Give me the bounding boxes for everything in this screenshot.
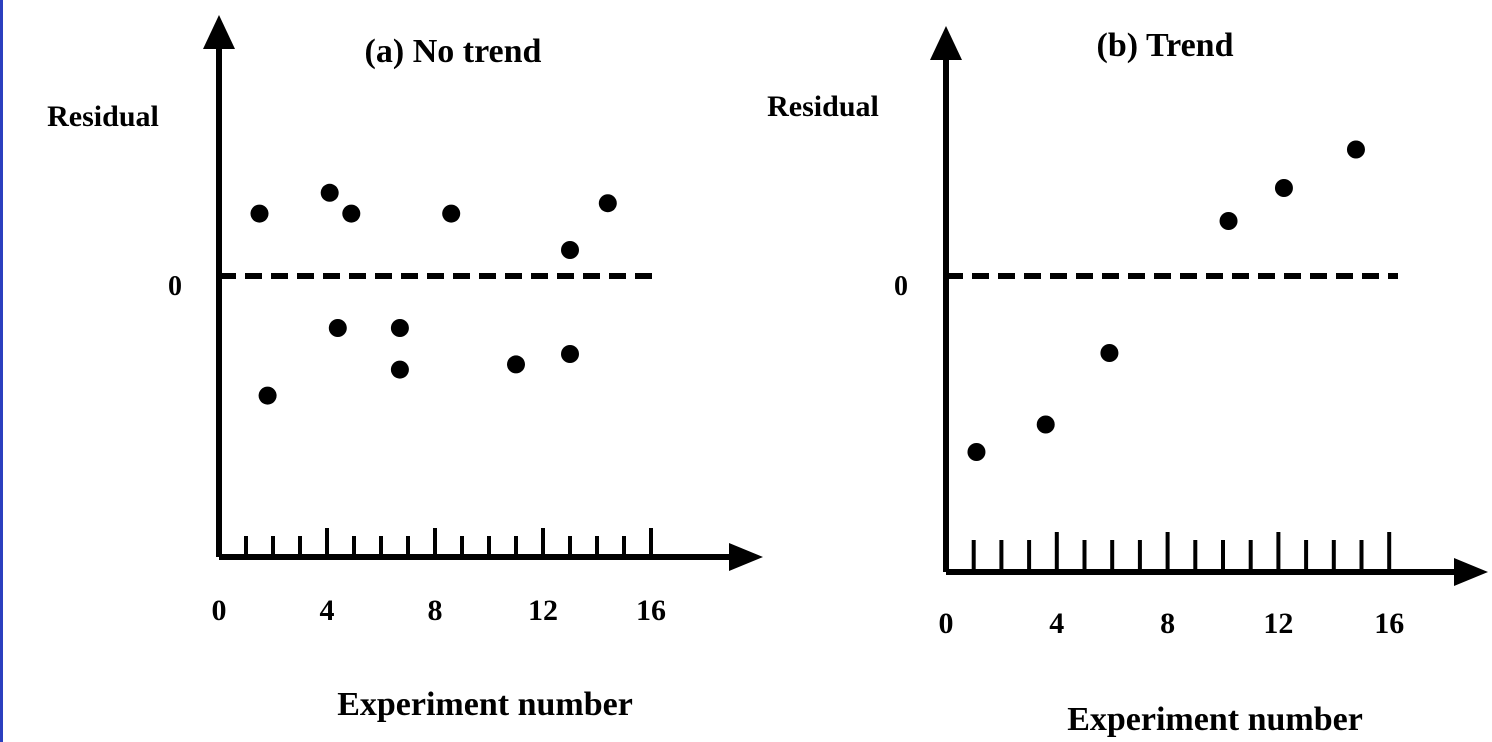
x-tick-label: 0	[212, 594, 227, 627]
panel-b-ylabel: Residual	[767, 90, 879, 123]
x-tick-label: 0	[939, 607, 954, 640]
data-point	[1036, 415, 1055, 434]
panel-b-xlabel: Experiment number	[1067, 701, 1363, 738]
panel-a-xlabel: Experiment number	[337, 686, 633, 723]
panel-a-axes	[203, 15, 763, 571]
panel-a-zero-label: 0	[168, 271, 182, 302]
data-point	[442, 204, 461, 223]
data-point	[507, 355, 525, 374]
data-point	[342, 204, 361, 223]
data-point	[1100, 344, 1119, 362]
data-point	[598, 194, 617, 213]
y-axis-arrowhead	[930, 26, 962, 60]
panel-a-tick-labels: 0 4 8 12 16	[212, 594, 667, 627]
panel-a-title: (a) No trend	[365, 33, 542, 70]
data-point	[561, 345, 579, 363]
data-point	[1219, 212, 1238, 230]
x-tick-label: 12	[528, 594, 558, 627]
data-point	[561, 241, 579, 259]
x-axis-arrowhead	[729, 543, 763, 571]
panel-b-axes	[930, 26, 1488, 586]
x-tick-label: 4	[1049, 607, 1064, 640]
x-tick-label: 16	[1374, 607, 1404, 640]
panel-b-tick-labels: 0 4 8 12 16	[939, 607, 1405, 640]
x-tick-label: 12	[1263, 607, 1293, 640]
residual-plots-figure: (a) No trend Residual 0 Experiment numbe…	[47, 15, 1488, 738]
data-point	[390, 319, 409, 337]
panel-b-title: (b) Trend	[1097, 27, 1234, 64]
data-point	[328, 319, 347, 337]
panel-a-ylabel: Residual	[47, 100, 159, 133]
x-tick-label: 16	[636, 594, 666, 627]
data-point	[1346, 140, 1365, 159]
data-point	[967, 443, 986, 461]
x-tick-label: 8	[1160, 607, 1175, 640]
x-tick-label: 8	[428, 594, 443, 627]
data-point	[390, 360, 409, 379]
panel-b-ticks	[971, 532, 1392, 572]
data-point	[250, 204, 269, 223]
y-axis-arrowhead	[203, 15, 235, 49]
data-point	[1274, 179, 1293, 197]
x-axis-arrowhead	[1454, 558, 1488, 586]
panel-b-zero-label: 0	[894, 271, 908, 302]
panel-a-points	[250, 183, 617, 405]
panel-no-trend: (a) No trend Residual 0 Experiment numbe…	[47, 15, 763, 723]
panel-trend: (b) Trend Residual 0 Experiment number 0…	[767, 26, 1488, 738]
data-point	[258, 386, 277, 405]
data-point	[320, 183, 339, 202]
panel-b-points	[967, 140, 1365, 461]
panel-a-ticks	[244, 528, 653, 557]
x-tick-label: 4	[320, 594, 335, 627]
